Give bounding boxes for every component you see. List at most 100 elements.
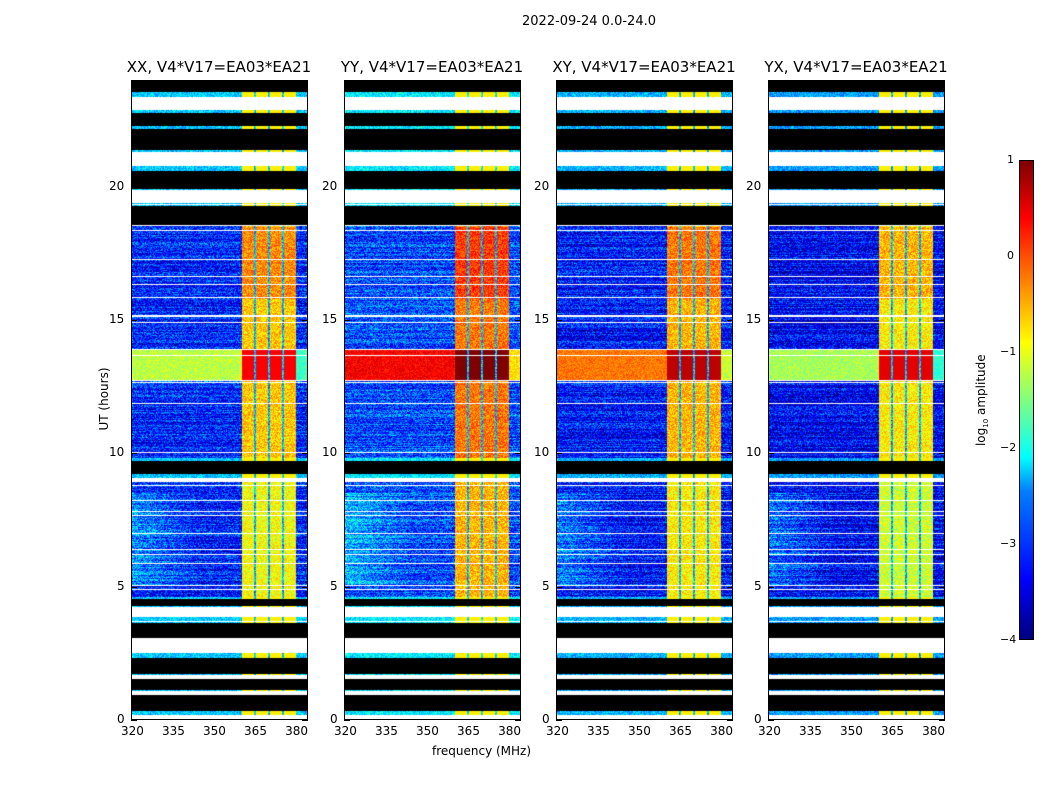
y-tick-mark [556,720,562,721]
y-tick-label: 15 [746,312,762,326]
x-tick-label: 350 [203,724,226,738]
y-tick-label: 20 [109,178,125,193]
y-tick-label: 5 [117,578,125,593]
x-axis-label: frequency (MHz) [432,744,532,758]
panel-title: YX, V4*V17=EA03*EA21 [764,58,948,76]
y-tick-mark [939,586,945,588]
x-tick-label: 320 [758,724,781,738]
y-tick-mark [727,320,733,321]
y-tick-label: 10 [746,445,762,460]
y-tick-mark [344,186,350,188]
y-tick-mark [939,320,945,321]
y-tick-label: 5 [754,578,762,593]
y-tick-label: 5 [330,578,338,593]
x-tick-label: 380 [498,724,521,738]
y-tick-mark [302,186,308,188]
x-tick-label: 350 [628,724,651,738]
y-tick-mark [556,453,562,455]
x-tick-label: 335 [375,724,398,738]
y-tick-mark [515,320,521,321]
y-tick-mark [302,453,308,455]
y-tick-mark [302,586,308,588]
y-tick-mark [727,186,733,188]
colorbar-tick-label: −1 [1000,345,1017,358]
y-tick-label: 10 [322,445,338,460]
y-tick-mark [768,720,774,721]
x-tick-label: 380 [285,724,308,738]
y-tick-label: 0 [117,712,125,726]
x-tick-label: 335 [162,724,185,738]
x-tick-label: 320 [546,724,569,738]
y-tick-mark [302,320,308,321]
y-tick-label: 15 [109,312,125,326]
x-tick-label: 350 [840,724,863,738]
colorbar-tick-label: 1 [1007,153,1014,166]
y-tick-label: 0 [754,712,762,726]
y-tick-label: 0 [542,712,550,726]
y-tick-label: 15 [534,312,550,326]
y-tick-mark [131,586,137,588]
y-tick-mark [515,720,521,721]
y-tick-label: 5 [542,578,550,593]
y-tick-mark [939,186,945,188]
x-tick-label: 380 [922,724,945,738]
y-tick-mark [131,453,137,455]
suptitle: 2022-09-24 0.0-24.0 [522,14,656,29]
y-tick-mark [515,186,521,188]
y-tick-label: 0 [330,712,338,726]
y-tick-mark [727,586,733,588]
y-tick-mark [768,453,774,455]
x-tick-label: 320 [334,724,357,738]
colorbar [1019,160,1034,640]
x-tick-label: 335 [799,724,822,738]
y-tick-label: 10 [534,445,550,460]
heatmap-panel-3 [768,80,945,720]
y-tick-mark [727,720,733,721]
heatmap-panel-1 [344,80,521,720]
heatmap-panel-2 [556,80,733,720]
heatmap-cells [132,81,307,719]
y-tick-label: 20 [322,178,338,193]
y-tick-mark [131,320,137,321]
y-tick-mark [556,586,562,588]
y-tick-mark [131,186,137,188]
y-tick-mark [344,720,350,721]
y-tick-mark [768,586,774,588]
x-tick-label: 365 [881,724,904,738]
heatmap-cells [557,81,732,719]
colorbar-tick-label: 0 [1007,249,1014,262]
colorbar-tick-label: −3 [1000,537,1017,550]
y-tick-mark [556,320,562,321]
y-tick-label: 15 [322,312,338,326]
colorbar-tick-label: −2 [1000,441,1017,454]
colorbar-label: log10 amplitude [973,354,991,447]
y-tick-mark [939,453,945,455]
y-tick-mark [302,720,308,721]
heatmap-cells [769,81,944,719]
y-axis-label: UT (hours) [97,367,111,431]
y-tick-mark [939,720,945,721]
y-tick-mark [515,586,521,588]
y-tick-mark [344,453,350,455]
x-tick-label: 320 [121,724,144,738]
y-tick-label: 20 [534,178,550,193]
y-tick-mark [768,186,774,188]
y-tick-label: 10 [109,445,125,460]
x-tick-label: 350 [416,724,439,738]
x-tick-label: 365 [669,724,692,738]
y-tick-mark [344,320,350,321]
y-tick-mark [727,453,733,455]
heatmap-panel-0 [131,80,308,720]
panel-title: YY, V4*V17=EA03*EA21 [340,58,524,76]
colorbar-tick-label: −4 [1000,633,1017,646]
x-tick-label: 335 [587,724,610,738]
y-tick-mark [768,320,774,321]
y-tick-label: 20 [746,178,762,193]
heatmap-cells [345,81,520,719]
x-tick-label: 365 [457,724,480,738]
panel-title: XX, V4*V17=EA03*EA21 [126,58,312,76]
x-tick-label: 365 [244,724,267,738]
y-tick-mark [515,453,521,455]
y-tick-mark [131,720,137,721]
